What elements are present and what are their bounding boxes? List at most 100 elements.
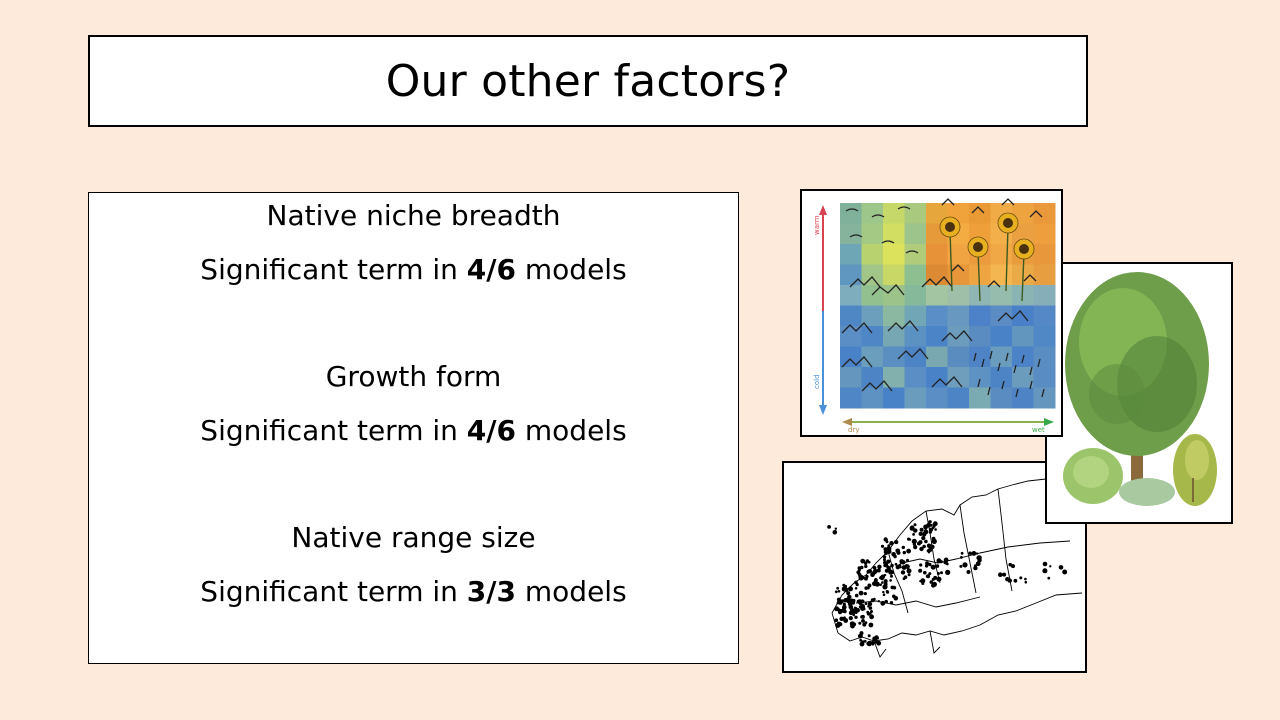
occurrence-dot <box>890 574 893 578</box>
occurrence-dot <box>917 541 921 546</box>
occurrence-dot <box>926 549 930 553</box>
occurrence-dot <box>923 570 927 575</box>
occurrence-dot <box>869 612 872 615</box>
niche-grid-cell <box>990 346 1013 368</box>
niche-grid-cell <box>1012 326 1034 347</box>
occurrence-dot <box>936 572 940 575</box>
occurrence-dot <box>883 573 887 577</box>
occurrence-dot <box>834 527 837 530</box>
occurrence-dot <box>889 579 892 582</box>
niche-grid-cell <box>969 264 991 286</box>
occurrence-dot <box>873 578 878 583</box>
occurrence-dot <box>882 590 885 594</box>
niche-grid-cell <box>1012 203 1034 224</box>
niche-grid-cell <box>904 264 927 286</box>
occurrence-dot <box>1002 572 1007 577</box>
occurrence-dot <box>1011 564 1015 569</box>
occurrence-dot <box>1042 561 1048 567</box>
niche-grid-cell <box>861 326 884 347</box>
result-suffix: models <box>516 253 627 286</box>
occurrence-dot <box>859 574 862 577</box>
occurrence-dot <box>906 558 909 562</box>
occurrence-dot <box>880 544 885 548</box>
occurrence-dot <box>877 600 880 603</box>
occurrence-dot <box>874 640 878 644</box>
niche-grid-cell <box>883 203 905 224</box>
occurrence-dot <box>971 551 977 556</box>
range-map-illustration <box>827 478 1083 658</box>
niche-grid-cell <box>883 387 905 409</box>
occurrence-dot <box>913 523 917 527</box>
occurrence-dot <box>884 548 889 552</box>
occurrence-dot <box>860 565 864 570</box>
occurrence-dot <box>861 619 865 623</box>
occurrence-dot <box>920 578 926 584</box>
occurrence-dot <box>960 551 964 555</box>
occurrence-dot <box>870 641 875 645</box>
occurrence-dot <box>932 521 938 527</box>
niche-grid-cell <box>1033 244 1056 265</box>
niche-grid-cell <box>947 244 970 265</box>
occurrence-dot <box>913 545 918 550</box>
occurrence-dot <box>1013 578 1018 583</box>
occurrence-dot <box>867 601 873 607</box>
occurrence-dot <box>860 606 866 611</box>
occurrence-dot <box>919 527 924 532</box>
occurrence-dot <box>840 599 844 604</box>
niche-grid-cell <box>861 346 884 368</box>
occurrence-dot <box>872 566 877 570</box>
occurrence-dot <box>931 581 937 587</box>
growth-form-image <box>1045 262 1233 524</box>
occurrence-dot <box>864 586 868 590</box>
niche-grid-cell <box>904 367 927 388</box>
niche-grid-cell <box>926 326 948 347</box>
occurrence-dot <box>859 638 862 642</box>
niche-grid-cell <box>969 387 991 409</box>
occurrence-dot <box>879 583 882 587</box>
occurrence-dot <box>932 565 935 569</box>
occurrence-dot <box>849 607 854 612</box>
occurrence-dot <box>925 574 929 578</box>
niche-grid-cell <box>861 203 884 224</box>
occurrence-dot <box>1047 576 1051 580</box>
occurrence-dot <box>867 583 872 588</box>
niche-grid-cell <box>947 305 970 327</box>
niche-grid-cell <box>861 223 884 245</box>
occurrence-dot <box>882 593 886 596</box>
occurrence-dot <box>973 565 978 571</box>
result-suffix: models <box>516 414 627 447</box>
niche-grid-cell <box>861 305 884 327</box>
result-prefix: Significant term in <box>200 575 467 608</box>
occurrence-dot <box>968 551 972 555</box>
niche-grid-illustration: warm cold dry wet <box>813 198 1056 434</box>
occurrence-dot <box>893 596 899 601</box>
occurrence-dot <box>860 558 866 564</box>
niche-grid-cell <box>990 285 1013 306</box>
niche-grid-cell <box>904 203 927 224</box>
niche-grid-cell <box>990 244 1013 265</box>
occurrence-dot <box>883 557 886 560</box>
niche-grid-cell <box>1033 305 1056 327</box>
occurrence-dot <box>936 576 942 582</box>
occurrence-dot <box>894 562 898 566</box>
occurrence-dot <box>890 563 894 568</box>
niche-grid-cell <box>990 305 1013 327</box>
occurrence-dot <box>887 544 891 548</box>
niche-grid-cells <box>840 203 1056 409</box>
occurrence-dot <box>884 551 888 555</box>
occurrence-dot <box>842 605 847 610</box>
occurrence-dot <box>922 544 926 549</box>
niche-grid-cell <box>1012 387 1034 409</box>
niche-grid-cell <box>840 244 862 265</box>
niche-grid-cell <box>969 346 991 368</box>
factor-result: Significant term in 3/3 models <box>89 565 738 619</box>
occurrence-dot <box>868 622 874 628</box>
occurrence-dot <box>906 548 911 554</box>
niche-grid-cell <box>840 367 862 388</box>
factor-name: Native range size <box>291 521 536 554</box>
niche-grid-cell <box>840 223 862 245</box>
niche-grid-cell <box>926 203 948 224</box>
occurrence-dot <box>901 565 907 570</box>
niche-grid-cell <box>926 387 948 409</box>
niche-grid-cell <box>926 305 948 327</box>
